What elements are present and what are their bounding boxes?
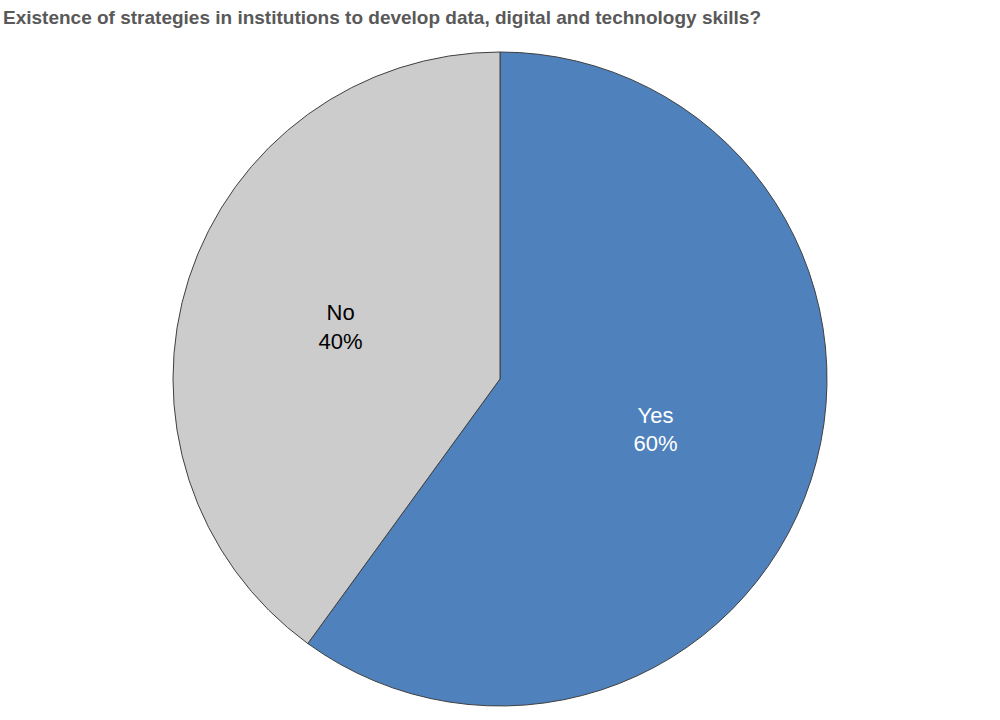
svg-text:Yes60%: Yes60% <box>633 403 677 457</box>
svg-text:Existence of strategies in ins: Existence of strategies in institutions … <box>3 7 761 28</box>
svg-text:No40%: No40% <box>319 300 363 354</box>
